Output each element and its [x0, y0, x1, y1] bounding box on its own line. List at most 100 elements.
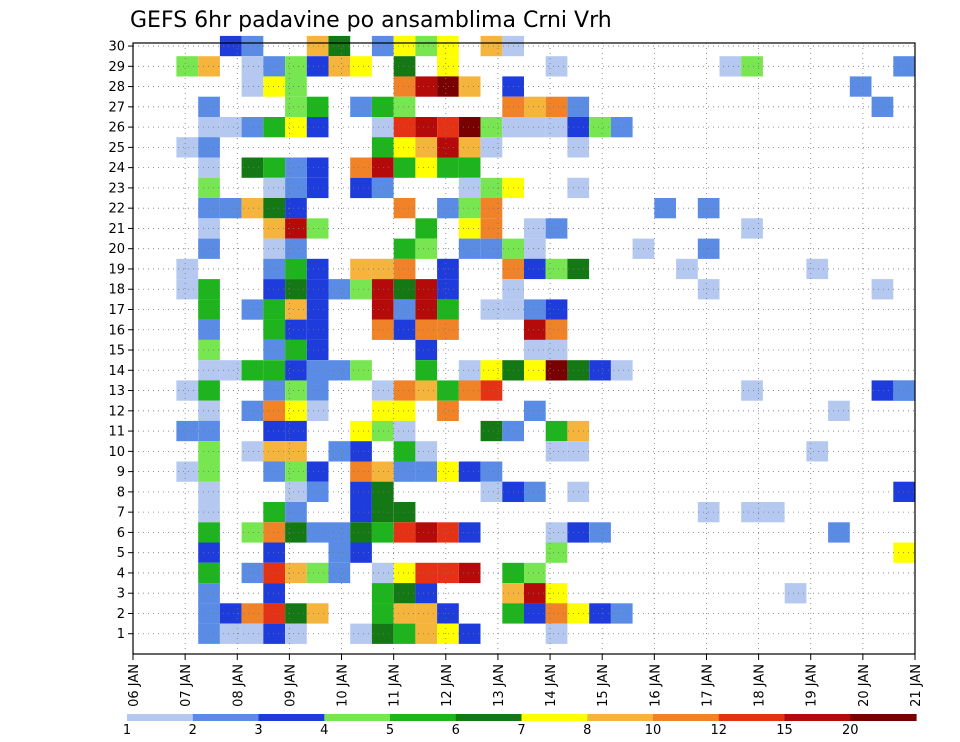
cell-member-1 — [219, 623, 242, 644]
legend-label: 12 — [711, 723, 728, 738]
cell-member-25 — [393, 137, 416, 158]
cell-member-17 — [415, 299, 438, 320]
cell-member-20 — [393, 238, 416, 259]
cell-member-3 — [198, 583, 220, 604]
cell-member-4 — [285, 562, 307, 584]
cell-member-18 — [306, 279, 329, 300]
cell-member-22 — [393, 198, 416, 219]
cell-member-6 — [458, 522, 481, 543]
cell-member-24 — [437, 157, 459, 178]
legend-swatch — [192, 714, 260, 721]
cell-member-13 — [393, 380, 416, 401]
y-tick-label: 20 — [108, 242, 125, 257]
x-tick-label: 15 JAN — [596, 664, 611, 707]
y-tick-label: 17 — [108, 303, 125, 318]
cell-member-21 — [480, 218, 503, 239]
cell-member-26 — [545, 117, 568, 138]
cell-member-29 — [198, 56, 220, 77]
y-tick-label: 11 — [108, 425, 125, 440]
cell-member-16 — [198, 319, 220, 340]
cell-member-21 — [198, 218, 220, 239]
cell-member-9 — [480, 461, 503, 482]
x-tick-label: 10 JAN — [336, 664, 351, 707]
color-legend: 1 2 3 4 5 6 7 8 10 12 15 20 — [123, 714, 917, 738]
cell-member-27 — [306, 96, 329, 117]
cell-member-2 — [263, 603, 285, 624]
cell-member-19 — [545, 258, 568, 280]
cell-member-7 — [393, 502, 416, 523]
y-tick-label: 3 — [117, 587, 125, 602]
x-tick-label: 14 JAN — [544, 664, 559, 707]
legend-swatch — [521, 714, 588, 721]
cell-member-22 — [480, 198, 503, 219]
cell-member-17 — [241, 299, 264, 320]
cell-member-11 — [350, 420, 372, 442]
cell-member-30 — [480, 35, 503, 57]
cell-member-12 — [524, 400, 546, 421]
y-tick-label: 22 — [108, 202, 125, 217]
cell-member-30 — [306, 35, 329, 57]
cell-member-1 — [198, 623, 220, 644]
cell-member-2 — [437, 603, 459, 624]
legend-swatch — [390, 714, 457, 721]
cell-member-13 — [893, 380, 915, 401]
cell-member-12 — [263, 400, 285, 421]
cell-member-26 — [219, 117, 242, 138]
cell-member-26 — [306, 117, 329, 138]
cell-member-11 — [263, 420, 285, 442]
grid-lines — [133, 43, 915, 654]
cell-member-23 — [306, 177, 329, 199]
cell-member-13 — [415, 380, 438, 401]
cell-member-14 — [328, 360, 351, 381]
cell-member-21 — [306, 218, 329, 239]
cell-member-29 — [285, 56, 307, 77]
cell-member-23 — [458, 177, 481, 199]
cell-member-2 — [306, 603, 329, 624]
y-tick-label: 8 — [117, 485, 125, 500]
cell-member-30 — [241, 35, 264, 57]
cell-member-11 — [480, 420, 503, 442]
cell-member-3 — [545, 583, 568, 604]
cell-member-13 — [458, 380, 481, 401]
cell-member-24 — [241, 157, 264, 178]
cell-member-10 — [285, 441, 307, 462]
cell-member-20 — [524, 238, 546, 259]
cell-member-14 — [610, 360, 633, 381]
cell-member-28 — [241, 76, 264, 97]
cell-member-14 — [306, 360, 329, 381]
x-tick-label: 16 JAN — [648, 664, 663, 707]
y-tick-label: 4 — [117, 566, 125, 581]
cell-member-26 — [480, 117, 503, 138]
cell-member-16 — [263, 319, 285, 340]
cell-member-4 — [263, 562, 285, 584]
cell-member-6 — [328, 522, 351, 543]
cell-member-13 — [437, 380, 459, 401]
cell-member-21 — [741, 218, 763, 239]
cell-member-8 — [893, 481, 915, 502]
cell-member-2 — [198, 603, 220, 624]
cell-member-27 — [350, 96, 372, 117]
cell-member-2 — [524, 603, 546, 624]
cell-member-1 — [350, 623, 372, 644]
cell-member-29 — [437, 56, 459, 77]
cell-member-1 — [241, 623, 264, 644]
cell-member-22 — [263, 198, 285, 219]
cell-member-28 — [263, 76, 285, 97]
cell-member-23 — [480, 177, 503, 199]
cell-member-26 — [437, 117, 459, 138]
cell-member-18 — [328, 279, 351, 300]
cell-member-5 — [893, 542, 915, 563]
cell-member-7 — [350, 502, 372, 523]
chart-title: GEFS 6hr padavine po ansamblima Crni Vrh — [130, 8, 612, 33]
cell-member-3 — [393, 583, 416, 604]
cell-member-17 — [285, 299, 307, 320]
cell-member-23 — [198, 177, 220, 199]
cell-member-7 — [263, 502, 285, 523]
cell-member-2 — [393, 603, 416, 624]
y-tick-label: 24 — [108, 161, 125, 176]
cell-member-9 — [306, 461, 329, 482]
cell-member-14 — [285, 360, 307, 381]
cell-member-14 — [241, 360, 264, 381]
cell-member-12 — [393, 400, 416, 421]
legend-label: 2 — [189, 723, 197, 738]
